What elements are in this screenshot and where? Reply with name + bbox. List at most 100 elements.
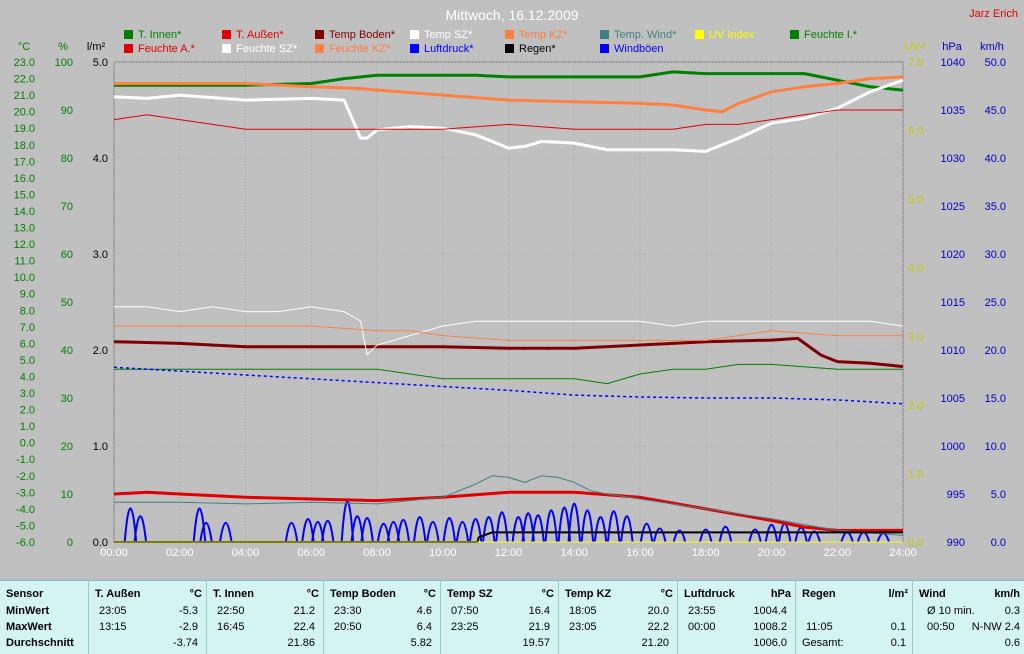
stat-header: Luftdruck — [684, 588, 735, 600]
sensor-header: Sensor — [6, 588, 44, 600]
wind-avg-value: 0.3 — [1004, 605, 1020, 617]
x-tick-label: 06:00 — [297, 547, 325, 559]
rain-unit: l/m² — [87, 41, 106, 53]
pressure-axis-tick: 990 — [947, 537, 965, 549]
gust-spike — [580, 509, 595, 543]
temp-axis-tick: -5.0 — [16, 520, 35, 532]
min-value: -5.3 — [179, 605, 198, 617]
min-time: 07:50 — [451, 605, 479, 617]
gust-spike — [652, 527, 667, 543]
x-tick-label: 18:00 — [692, 547, 720, 559]
legend-swatch — [600, 30, 609, 39]
pressure-axis-tick: 995 — [947, 489, 965, 501]
legend-swatch — [315, 30, 324, 39]
x-tick-label: 20:00 — [758, 547, 786, 559]
gust-spike — [320, 519, 335, 543]
rain-axis-tick: 1.0 — [93, 441, 108, 453]
wind-axis-tick: 25.0 — [985, 297, 1006, 309]
legend-swatch — [124, 44, 133, 53]
humidity-axis-tick: 20 — [61, 441, 73, 453]
gust-spike — [495, 511, 509, 543]
series-line — [114, 75, 904, 114]
gust-spike — [133, 515, 148, 543]
legend-swatch — [222, 30, 231, 39]
min-value: 16.4 — [528, 605, 550, 617]
min-value: 4.6 — [416, 605, 432, 617]
uv-axis-tick: 1.0 — [908, 468, 923, 480]
legend-label: Temp SZ* — [424, 29, 473, 41]
temp-axis-tick: 12.0 — [14, 239, 35, 251]
gust-spike — [360, 517, 374, 543]
statistics-table: Sensor MinWert MaxWert Durchschnitt T. A… — [0, 580, 1024, 654]
humidity-axis-tick: 10 — [61, 489, 73, 501]
min-time: 23:55 — [688, 605, 716, 617]
regen-max-time: 11:05 — [806, 621, 833, 633]
legend-swatch — [410, 44, 419, 53]
wind-axis-tick: 20.0 — [985, 345, 1006, 357]
regen-header: Regen — [802, 588, 836, 600]
series-line — [114, 70, 904, 92]
legend-label: Regen* — [519, 43, 556, 55]
pressure-axis-tick: 1005 — [941, 393, 965, 405]
gust-spike — [699, 528, 713, 543]
stat-column: Temp KZ °C 18:05 20.0 23:05 22.2 21.20 — [558, 581, 677, 654]
temp-axis-tick: 18.0 — [14, 140, 35, 152]
gust-spike — [412, 516, 427, 543]
gust-spike — [123, 507, 138, 543]
legend-swatch — [505, 30, 514, 39]
legend-label: Temp. Wind* — [614, 29, 677, 41]
rain-axis-tick: 0.0 — [93, 537, 108, 549]
uv-axis-tick: 4.0 — [908, 263, 923, 275]
wind-axis-tick: 10.0 — [985, 441, 1006, 453]
wind-unit: km/h — [994, 588, 1020, 600]
rain-axis-tick: 2.0 — [93, 345, 108, 357]
stat-column: Luftdruck hPa 23:55 1004.4 00:00 1008.2 1006.0 — [677, 581, 795, 654]
temp-axis-tick: -4.0 — [16, 504, 35, 516]
gust-spike — [482, 516, 496, 543]
x-tick-label: 10:00 — [429, 547, 457, 559]
legend-label: Feuchte I.* — [804, 29, 858, 41]
minwert-label: MinWert — [6, 605, 50, 617]
wind-max-value: N-NW 2.4 — [971, 621, 1020, 633]
wind-max-time: 00:50 — [927, 621, 955, 633]
temp-axis-tick: 13.0 — [14, 223, 35, 235]
rain-axis-tick: 3.0 — [93, 249, 108, 261]
gust-spike — [219, 521, 233, 543]
max-value: 22.4 — [293, 621, 315, 633]
temp-axis-tick: 3.0 — [20, 388, 35, 400]
gust-spike — [567, 502, 582, 543]
x-tick-label: 08:00 — [363, 547, 391, 559]
legend-swatch — [410, 30, 419, 39]
pressure-axis-tick: 1035 — [941, 105, 965, 117]
stat-column: Temp Boden °C 23:30 4.6 20:50 6.4 5.82 — [323, 581, 440, 654]
gust-spike — [764, 523, 779, 543]
temp-axis-tick: 6.0 — [20, 338, 35, 350]
temp-unit: °C — [18, 41, 30, 53]
max-time: 16:45 — [217, 621, 245, 633]
wind-axis-tick: 45.0 — [985, 105, 1006, 117]
legend-label: Luftdruck* — [424, 43, 474, 55]
gust-spike — [593, 516, 608, 543]
legend-swatch — [222, 44, 231, 53]
avg-value: 21.86 — [287, 637, 315, 649]
max-time: 23:05 — [569, 621, 597, 633]
legend-swatch — [505, 44, 514, 53]
wind-avg-label: Ø 10 min. — [927, 605, 975, 617]
gust-spike — [544, 509, 558, 543]
series-line — [113, 78, 904, 153]
uv-axis-tick: 2.0 — [908, 400, 923, 412]
stat-column: T. Außen °C 23:05 -5.3 13:15 -2.9 -3.74 — [88, 581, 206, 654]
gust-spike — [606, 510, 621, 543]
min-time: 23:30 — [334, 605, 362, 617]
max-value: 22.2 — [647, 621, 669, 633]
x-tick-label: 12:00 — [495, 547, 523, 559]
humidity-axis-tick: 70 — [61, 201, 73, 213]
durchschnitt-label: Durchschnitt — [6, 637, 74, 649]
rain-axis-tick: 4.0 — [93, 153, 108, 165]
legend-label: T. Innen* — [138, 29, 182, 41]
max-time: 00:00 — [688, 621, 716, 633]
stat-column: Temp SZ °C 07:50 16.4 23:25 21.9 19.57 — [440, 581, 558, 654]
max-value: 21.9 — [528, 621, 550, 633]
max-time: 20:50 — [334, 621, 362, 633]
avg-value: 21.20 — [641, 637, 669, 649]
